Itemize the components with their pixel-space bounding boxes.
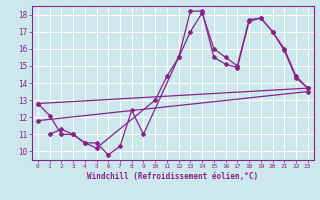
X-axis label: Windchill (Refroidissement éolien,°C): Windchill (Refroidissement éolien,°C): [87, 172, 258, 181]
